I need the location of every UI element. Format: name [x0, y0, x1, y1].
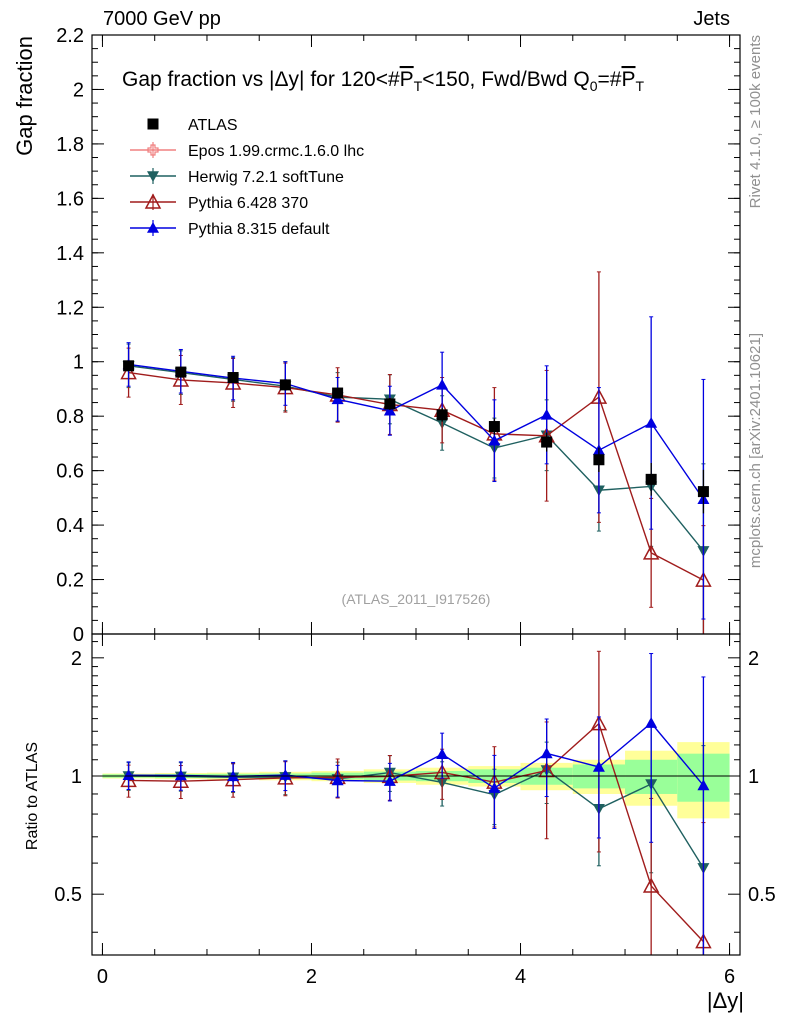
- x-axis-label: |Δy|: [707, 988, 744, 1013]
- ratio-series-line: [128, 722, 704, 943]
- data-point: [697, 486, 709, 498]
- data-point: [384, 398, 396, 410]
- ratio-point: [645, 717, 658, 728]
- legend-entry: Pythia 8.315 default: [130, 220, 330, 238]
- legend-label: Pythia 6.428 370: [188, 195, 308, 212]
- data-point: [593, 454, 605, 466]
- data-point: [331, 393, 344, 405]
- y-tick-label: 0.8: [56, 406, 84, 428]
- ratio-tick-label: 1: [748, 766, 759, 788]
- title-mid: <150, Fwd/Bwd Q: [422, 68, 590, 91]
- ratio-series-line: [128, 769, 705, 869]
- legend-marker: [147, 171, 159, 182]
- plot-frames: [91, 34, 741, 956]
- ratio-frame: [91, 633, 741, 956]
- ratio-tick-label: 0.5: [748, 884, 776, 906]
- header-left: 7000 GeV pp: [103, 8, 221, 30]
- side-label-mcplots: mcplots.cern.ch [arXiv:2401.10621]: [747, 333, 764, 568]
- title-pt2-p: P: [621, 68, 635, 91]
- ratio-point: [540, 747, 553, 759]
- legend: ATLAS Epos 1.99.crmc.1.6.0 lhc Herwig 7.2.…: [130, 117, 364, 238]
- analysis-tag: (ATLAS_2011_I917526): [342, 591, 491, 607]
- legend-label: Epos 1.99.crmc.1.6.0 lhc: [188, 143, 364, 160]
- series-line: [128, 371, 704, 581]
- side-label-rivet: Rivet 4.1.0, ≥ 100k events: [747, 35, 764, 208]
- title-pt2-t: T: [636, 78, 645, 94]
- legend-label: Pythia 8.315 default: [188, 221, 330, 238]
- ratio-point: [174, 769, 187, 781]
- legend-label: Herwig 7.2.1 softTune: [188, 169, 344, 186]
- title-prefix: Gap fraction vs |Δy| for 120<#: [122, 68, 400, 91]
- series-layer: [120, 271, 712, 956]
- ratio-point: [592, 760, 605, 772]
- ratio-y-axis-label: Ratio to ATLAS: [24, 742, 41, 850]
- legend-entry: Herwig 7.2.1 softTune: [130, 168, 344, 186]
- legend-entry: ATLAS: [147, 117, 238, 134]
- ratio-point: [331, 774, 344, 786]
- y-tick-label: 1.8: [56, 134, 84, 156]
- legend-marker: [144, 193, 162, 209]
- data-point: [332, 387, 344, 399]
- ratio-point: [436, 748, 449, 759]
- data-point: [541, 436, 553, 448]
- ratio-tick-label: 2: [748, 648, 759, 670]
- y-tick-label: 0: [73, 624, 84, 646]
- series-mc1: [122, 343, 710, 956]
- ratio-tick-label: 2: [71, 648, 82, 670]
- data-point: [488, 434, 501, 446]
- ratio-point: [642, 877, 660, 893]
- ratio-tick-label: 1: [71, 766, 82, 788]
- series-data: [123, 360, 709, 514]
- legend-label: ATLAS: [188, 117, 238, 134]
- data-point: [488, 421, 500, 433]
- cross-outline: [147, 144, 159, 156]
- legend-entry: Epos 1.99.crmc.1.6.0 lhc: [130, 142, 364, 160]
- y-tick-label: 0.2: [56, 570, 84, 592]
- data-point: [383, 404, 396, 416]
- data-point: [227, 372, 239, 384]
- chart-title: Gap fraction vs |Δy| for 120<#PT<150, Fw…: [122, 68, 645, 94]
- ratio-point: [488, 782, 501, 793]
- legend-marker: [147, 144, 159, 156]
- title-pt1-p: P: [400, 68, 414, 91]
- legend-entry: Pythia 6.428 370: [130, 193, 308, 212]
- data-point: [645, 473, 657, 485]
- data-point: [279, 379, 291, 391]
- y-tick-label: 1: [73, 352, 84, 374]
- header-right: Jets: [693, 8, 730, 30]
- legend-marker: [147, 118, 159, 130]
- x-tick-label: 2: [306, 966, 317, 988]
- data-point: [436, 378, 449, 390]
- y-tick-label: 1.6: [56, 188, 84, 210]
- data-point: [175, 366, 187, 378]
- ratio-point: [697, 779, 710, 791]
- ratio-tick-label: 0.5: [54, 884, 82, 906]
- data-point: [642, 544, 660, 560]
- ratio-point: [279, 769, 292, 780]
- y-tick-label: 2.2: [56, 25, 84, 47]
- ratio-point: [122, 769, 135, 780]
- axes-ticks: 00.20.40.60.811.21.41.61.822.20 2 4 60.5 0.5…: [54, 25, 776, 988]
- data-point: [645, 416, 658, 428]
- y-tick-label: 0.6: [56, 461, 84, 483]
- title-eq: =#: [598, 68, 622, 91]
- series-line: [128, 363, 704, 500]
- data-point: [436, 409, 448, 421]
- legend-marker: [147, 222, 159, 233]
- ratio-point: [383, 775, 396, 786]
- x-tick-label: 4: [515, 966, 526, 988]
- y-axis-label: Gap fraction: [12, 36, 37, 156]
- title-q0: 0: [590, 78, 598, 94]
- y-tick-label: 1.2: [56, 297, 84, 319]
- series-line: [128, 365, 704, 552]
- x-tick-label: 0: [97, 966, 108, 988]
- x-tick-label: 6: [724, 966, 735, 988]
- data-point: [123, 360, 135, 372]
- y-tick-label: 2: [73, 79, 84, 101]
- y-tick-label: 1.4: [56, 243, 84, 265]
- data-point: [540, 408, 553, 420]
- title-pt1-t: T: [414, 78, 423, 94]
- y-tick-label: 0.4: [56, 515, 84, 537]
